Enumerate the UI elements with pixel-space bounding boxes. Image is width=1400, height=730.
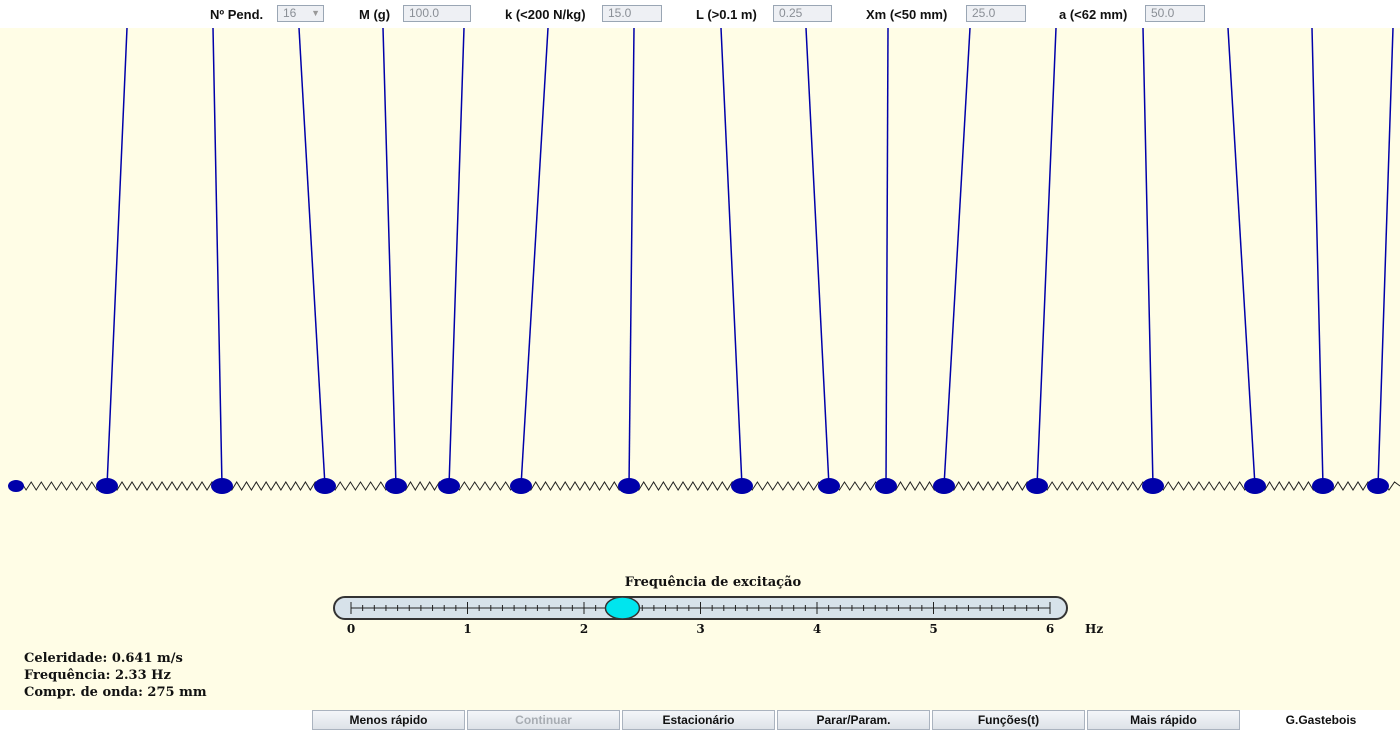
- slider-tick-label: 3: [696, 622, 704, 636]
- slider-unit-label: Hz: [1085, 622, 1103, 636]
- pendulum-bob: [1312, 478, 1334, 494]
- functions-button[interactable]: Funções(t): [932, 710, 1085, 730]
- pendulum-string: [885, 28, 889, 487]
- frequency-readout: Frequência: 2.33 Hz: [24, 668, 171, 683]
- k-field[interactable]: 15.0: [602, 5, 662, 22]
- pendulum-bob: [1026, 478, 1048, 494]
- celerity-readout: Celeridade: 0.641 m/s: [24, 651, 183, 666]
- pendulum-string: [106, 28, 128, 487]
- info-panel: Celeridade: 0.641 m/s Frequência: 2.33 H…: [24, 650, 207, 701]
- pendulum-scene: [8, 28, 1400, 494]
- n-pend-select[interactable]: 16 ▼: [277, 5, 324, 22]
- pendulum-string: [720, 28, 743, 487]
- pendulum-string: [1142, 28, 1154, 487]
- pendulum-bob: [1142, 478, 1164, 494]
- pendulum-string: [212, 28, 223, 487]
- xm-label: Xm (<50 mm): [866, 7, 948, 22]
- slider-tick-labels: 0 1 2 3 4 5 6: [347, 622, 1054, 636]
- xm-field[interactable]: 25.0: [966, 5, 1026, 22]
- continue-button[interactable]: Continuar: [467, 710, 620, 730]
- pendulum-strings: [106, 28, 1394, 487]
- pendulum-string: [448, 28, 465, 487]
- length-label: L (>0.1 m): [696, 7, 757, 22]
- pendulum-bob: [1244, 478, 1266, 494]
- pendulum-string: [1311, 28, 1324, 487]
- slider-tick-label: 1: [463, 622, 471, 636]
- spring-anchor: [8, 480, 24, 492]
- n-pend-value: 16: [283, 6, 297, 20]
- pendulum-bob: [731, 478, 753, 494]
- length-field[interactable]: 0.25: [773, 5, 832, 22]
- slider-title: Frequência de excitação: [624, 575, 802, 590]
- pendulum-bob: [510, 478, 532, 494]
- a-label: a (<62 mm): [1059, 7, 1128, 22]
- n-pend-label: Nº Pend.: [210, 7, 264, 22]
- pendulum-string: [520, 28, 549, 487]
- a-field[interactable]: 50.0: [1145, 5, 1205, 22]
- chevron-down-icon: ▼: [311, 8, 320, 18]
- stationary-button[interactable]: Estacionário: [622, 710, 775, 730]
- stop-button[interactable]: Parar/Param.: [777, 710, 930, 730]
- slower-button[interactable]: Menos rápido: [312, 710, 465, 730]
- pendulum-string: [382, 28, 397, 487]
- slider-tick-label: 0: [347, 622, 355, 636]
- frequency-slider[interactable]: [333, 596, 1068, 620]
- pendulum-bob: [385, 478, 407, 494]
- pendulum-bob: [96, 478, 118, 494]
- pendulum-string: [805, 28, 830, 487]
- parameter-bar: Nº Pend. 16 ▼ M (g) 100.0 k (<200 N/kg) …: [0, 0, 1400, 28]
- pendulum-bob: [875, 478, 897, 494]
- slider-tick-label: 6: [1046, 622, 1054, 636]
- credit-label: G.Gastebois: [1242, 710, 1400, 730]
- pendulum-bob: [933, 478, 955, 494]
- mass-field[interactable]: 100.0: [403, 5, 471, 22]
- pendulum-bob: [818, 478, 840, 494]
- mass-label: M (g): [359, 7, 391, 22]
- pendulum-string: [628, 28, 635, 487]
- pendulum-bob: [211, 478, 233, 494]
- slider-tick-label: 2: [580, 622, 588, 636]
- wavelength-readout: Compr. de onda: 275 mm: [24, 685, 207, 700]
- pendulum-string: [1227, 28, 1256, 487]
- pendulum-string: [1036, 28, 1057, 487]
- slider-tick-label: 5: [929, 622, 937, 636]
- pendulum-string: [943, 28, 971, 487]
- k-label: k (<200 N/kg): [505, 7, 586, 22]
- pendulum-bob: [618, 478, 640, 494]
- pendulum-bob: [314, 478, 336, 494]
- faster-button[interactable]: Mais rápido: [1087, 710, 1240, 730]
- pendulum-bobs: [8, 478, 1389, 494]
- slider-tick-label: 4: [813, 622, 821, 636]
- pendulum-string: [1377, 28, 1394, 487]
- coupling-spring: [15, 481, 1400, 491]
- pendulum-string: [298, 28, 326, 487]
- pendulum-bob: [1367, 478, 1389, 494]
- pendulum-bob: [438, 478, 460, 494]
